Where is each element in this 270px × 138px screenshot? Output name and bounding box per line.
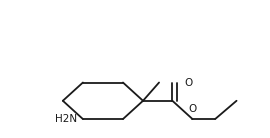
- Text: O: O: [188, 104, 197, 114]
- Text: H2N: H2N: [55, 114, 77, 124]
- Text: O: O: [184, 78, 192, 87]
